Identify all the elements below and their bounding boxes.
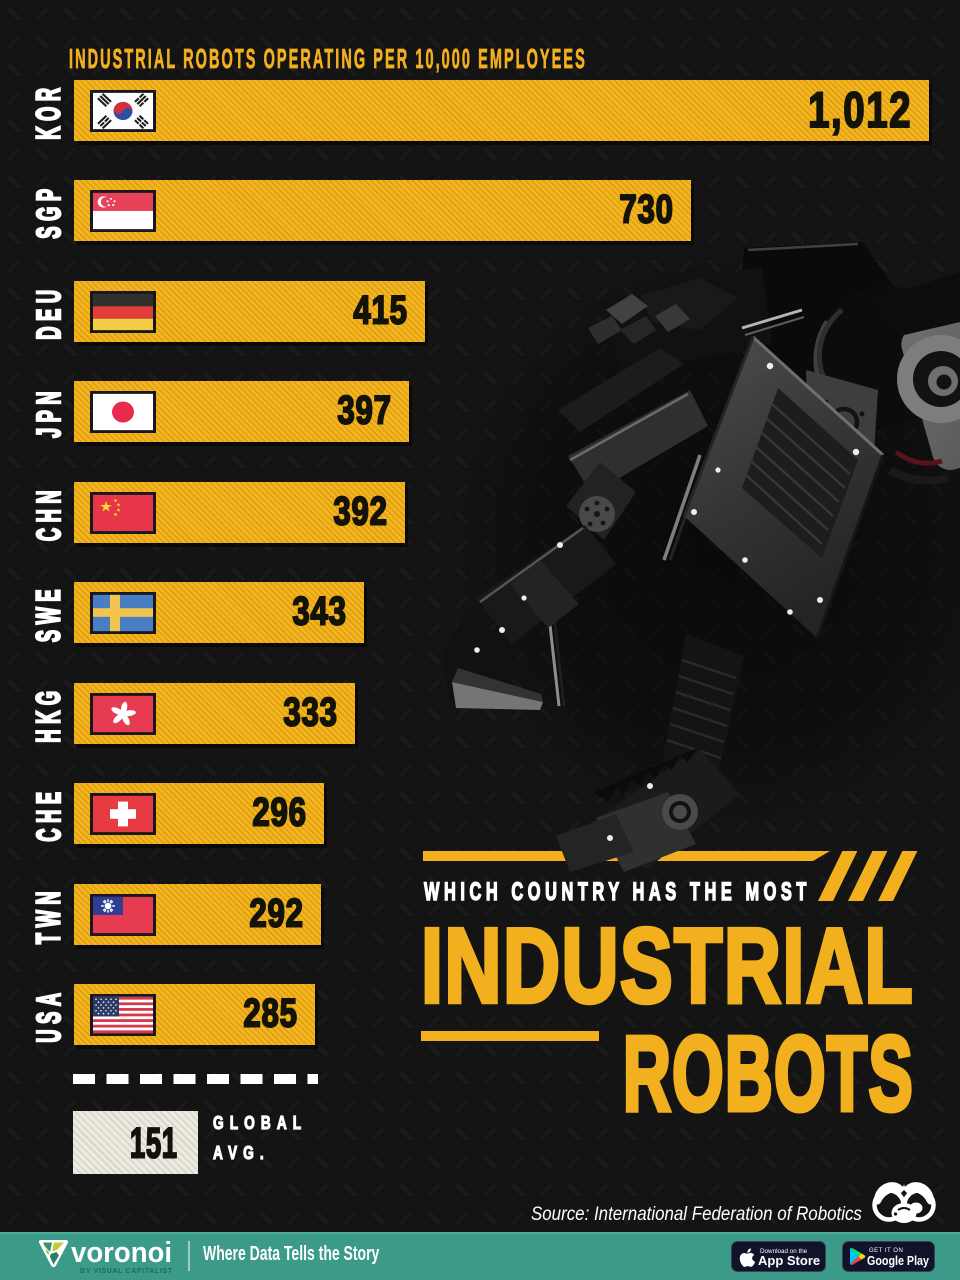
- svg-text:App Store: App Store: [758, 1253, 820, 1268]
- svg-text:GET IT ON: GET IT ON: [869, 1248, 903, 1254]
- svg-text:Download on the: Download on the: [760, 1248, 808, 1255]
- svg-text:Google Play: Google Play: [867, 1254, 929, 1268]
